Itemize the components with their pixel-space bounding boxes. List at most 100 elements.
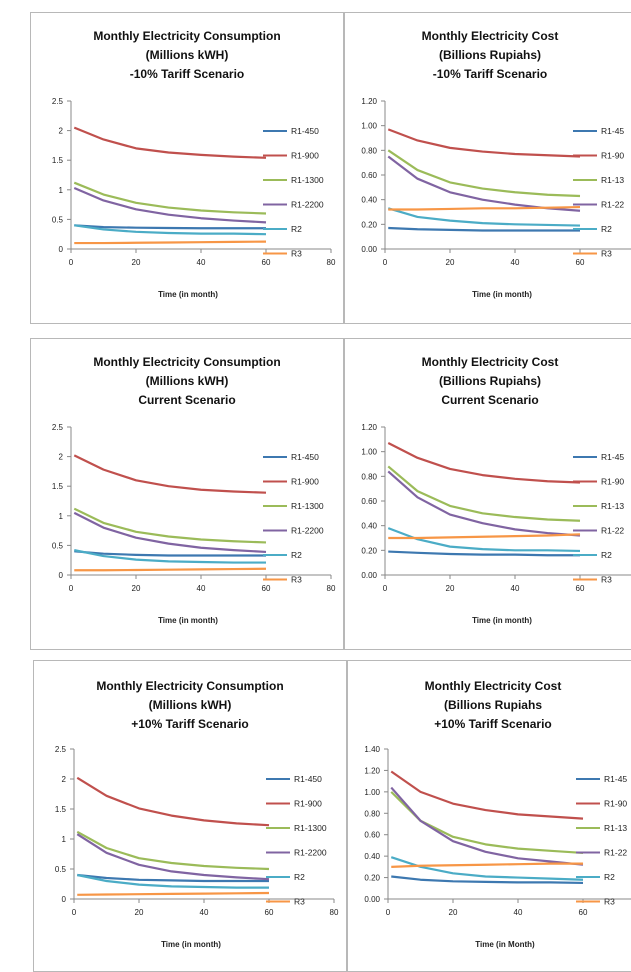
series-line-r1-2200 — [73, 187, 267, 224]
x-tick-label: 40 — [200, 908, 209, 917]
series-line-r1-2200 — [76, 833, 270, 881]
series-line-r1-450 — [388, 550, 580, 557]
legend-label: R1-2200 — [291, 526, 324, 536]
y-tick-label: 0.00 — [364, 895, 380, 904]
legend-label: R2 — [604, 872, 615, 882]
legend-label: R1-45 — [601, 126, 624, 136]
chart-cost-minus10: Monthly Electricity Cost (Billions Rupia… — [344, 12, 631, 324]
series-line-r1-1300 — [387, 149, 581, 198]
series-line-r1-450 — [391, 875, 584, 885]
series-line-r1-2200 — [390, 786, 584, 866]
legend-label: R1-900 — [294, 799, 322, 809]
chart-title-line-1: Monthly Electricity Consumption — [93, 29, 281, 43]
series-line-r1-450 — [388, 226, 580, 232]
x-tick-label: 60 — [579, 908, 588, 917]
legend-label: R2 — [601, 550, 612, 560]
y-tick-label: 0.40 — [361, 522, 377, 531]
legend-label: R1-900 — [291, 477, 319, 487]
y-tick-label: 0.00 — [361, 571, 377, 580]
legend-label: R1-90 — [604, 799, 627, 809]
series-line-r1-1300 — [387, 465, 581, 522]
x-tick-label: 80 — [327, 584, 336, 593]
y-tick-label: 0.20 — [361, 220, 377, 229]
legend-label: R1-13 — [601, 175, 624, 185]
series-line-r1-450 — [74, 550, 266, 557]
x-tick-label: 20 — [449, 908, 458, 917]
x-tick-label: 20 — [132, 584, 141, 593]
x-tick-label: 0 — [383, 258, 388, 267]
series-line-r1-2200 — [73, 511, 267, 554]
y-tick-label: 0.5 — [52, 215, 64, 224]
legend-label: R1-45 — [601, 452, 624, 462]
x-tick-label: 0 — [69, 584, 74, 593]
chart-svg: 0.00 0.20 0.40 0.60 0.80 1.00 1.20 1.40 0 20 40 60 T… — [364, 745, 631, 949]
series-line-r1-1300 — [73, 181, 267, 215]
chart-title-line-2: (Millions kWH) — [148, 698, 232, 712]
legend-label: R1-45 — [604, 774, 627, 784]
legend-label: R1-2200 — [291, 200, 324, 210]
legend-label: R3 — [291, 575, 302, 585]
chart-cost-plus10: Monthly Electricity Cost (Billions Rupia… — [347, 660, 631, 972]
chart-title-line-2: (Millions kWH) — [145, 374, 229, 388]
x-tick-label: 20 — [132, 258, 141, 267]
y-tick-label: 1.20 — [361, 97, 377, 106]
series-line-r1-900 — [73, 454, 267, 494]
legend-label: R3 — [601, 575, 612, 585]
series-line-r1-900 — [390, 770, 584, 820]
legend-label: R1-450 — [291, 126, 319, 136]
y-tick-label: 1 — [62, 835, 67, 844]
x-tick-label: 60 — [265, 908, 274, 917]
legend-label: R3 — [294, 897, 305, 907]
series-line-r3 — [388, 533, 581, 540]
x-tick-label: 80 — [330, 908, 339, 917]
x-tick-label: 80 — [327, 258, 336, 267]
x-tick-label: 20 — [135, 908, 144, 917]
y-tick-label: 0.40 — [361, 196, 377, 205]
series-line-r2 — [387, 527, 581, 553]
x-tick-label: 0 — [383, 584, 388, 593]
legend-label: R1-900 — [291, 151, 319, 161]
y-tick-label: 0.5 — [52, 541, 64, 550]
legend-label: R3 — [604, 897, 615, 907]
y-tick-label: 1.5 — [52, 482, 64, 491]
legend-label: R1-450 — [291, 452, 319, 462]
y-tick-label: 1.5 — [52, 156, 64, 165]
x-axis-label: Time (in month) — [472, 290, 532, 299]
chart-title-line-1: Monthly Electricity Consumption — [96, 679, 284, 693]
chart-consumption-plus10: Monthly Electricity Consumption (Million… — [33, 660, 347, 972]
series-line-r1-450 — [77, 873, 269, 883]
series-line-r3 — [77, 891, 270, 896]
y-tick-label: 2.5 — [55, 745, 67, 754]
legend-label: R1-13 — [601, 501, 624, 511]
chart-title-line-1: Monthly Electricity Cost — [421, 355, 559, 369]
chart-title-line-2: (Millions kWH) — [145, 48, 229, 62]
x-tick-label: 40 — [511, 258, 520, 267]
y-tick-label: 1.00 — [361, 448, 377, 457]
series-line-r1-1300 — [73, 507, 267, 544]
series-line-r1-900 — [387, 128, 581, 158]
y-tick-label: 0.00 — [361, 245, 377, 254]
y-tick-label: 2 — [62, 775, 67, 784]
legend-label: R3 — [291, 249, 302, 259]
chart-title-line-3: -10% Tariff Scenario — [129, 67, 245, 81]
y-tick-label: 0.20 — [361, 546, 377, 555]
x-tick-label: 0 — [72, 908, 77, 917]
y-tick-label: 0.80 — [364, 809, 380, 818]
series-line-r3 — [74, 240, 267, 245]
y-tick-label: 1.20 — [361, 423, 377, 432]
series-line-r3 — [388, 205, 581, 211]
legend-label: R1-90 — [601, 151, 624, 161]
legend-label: R2 — [294, 872, 305, 882]
chart-svg: 0 0.5 1 1.5 2 2.5 0 20 40 60 80 Time (in month) R1-4… — [52, 423, 336, 625]
chart-cost-current: Monthly Electricity Cost (Billions Rupia… — [344, 338, 631, 650]
x-tick-label: 40 — [514, 908, 523, 917]
y-tick-label: 1.00 — [361, 122, 377, 131]
x-tick-label: 40 — [197, 584, 206, 593]
chart-title-line-1: Monthly Electricity Cost — [424, 679, 562, 693]
chart-svg: 0.000.200.400.600.801.001.2002040608Time… — [361, 97, 631, 299]
legend-label: R1-22 — [604, 848, 627, 858]
y-tick-label: 1.20 — [364, 766, 380, 775]
y-tick-label: 1.5 — [55, 805, 67, 814]
chart-title-line-3: Current Scenario — [441, 393, 539, 407]
series-line-r1-900 — [76, 776, 270, 827]
